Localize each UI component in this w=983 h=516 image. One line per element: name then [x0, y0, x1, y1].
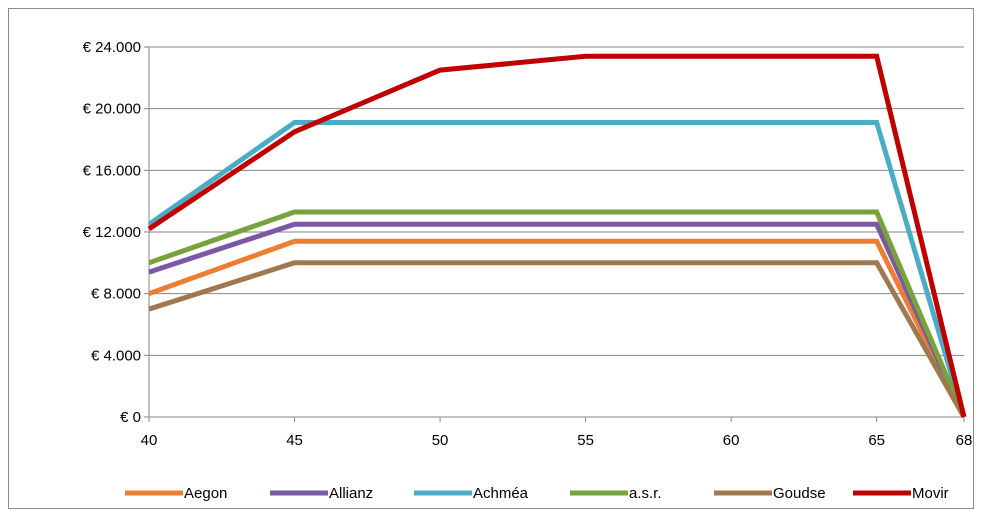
- y-tick-label: € 4.000: [91, 347, 141, 364]
- chart-frame: [8, 8, 974, 509]
- series-lines: [147, 53, 967, 419]
- gridlines: [149, 46, 964, 356]
- x-tick-label: 60: [723, 432, 740, 449]
- series-line-goudse: [148, 260, 967, 419]
- y-tick-label: € 16.000: [83, 162, 141, 179]
- x-tick-label: 40: [141, 432, 158, 449]
- y-tick-label: € 20.000: [83, 101, 141, 118]
- series-line-allianz: [148, 221, 967, 419]
- legend-label: Achméa: [473, 485, 529, 502]
- x-tick-label: 68: [956, 432, 973, 449]
- x-tick-label: 55: [577, 432, 594, 449]
- series-line-achm-a: [147, 120, 967, 418]
- legend-label: a.s.r.: [629, 485, 662, 502]
- series-line-aegon: [148, 238, 967, 419]
- y-tick-label: € 12.000: [83, 224, 141, 241]
- legend-label: Aegon: [184, 485, 227, 502]
- legend: Aegon Allianz Achméa a.s.r. Goudse Movir: [125, 485, 949, 502]
- y-tick-label: € 24.000: [83, 39, 141, 56]
- x-tick-label: 50: [432, 432, 449, 449]
- series-line-movir: [147, 53, 967, 418]
- legend-label: Movir: [912, 485, 949, 502]
- y-tick-label: € 8.000: [91, 286, 141, 303]
- x-tick-label: 45: [286, 432, 303, 449]
- series-line-a-s-r: [148, 209, 967, 418]
- x-tick-label: 65: [868, 432, 885, 449]
- y-tick-label: € 0: [120, 409, 141, 426]
- legend-label: Allianz: [329, 485, 373, 502]
- axes: € 0 € 4.000 € 8.000 € 12.000 € 16.000 € 20.00…: [83, 39, 973, 449]
- legend-label: Goudse: [773, 485, 826, 502]
